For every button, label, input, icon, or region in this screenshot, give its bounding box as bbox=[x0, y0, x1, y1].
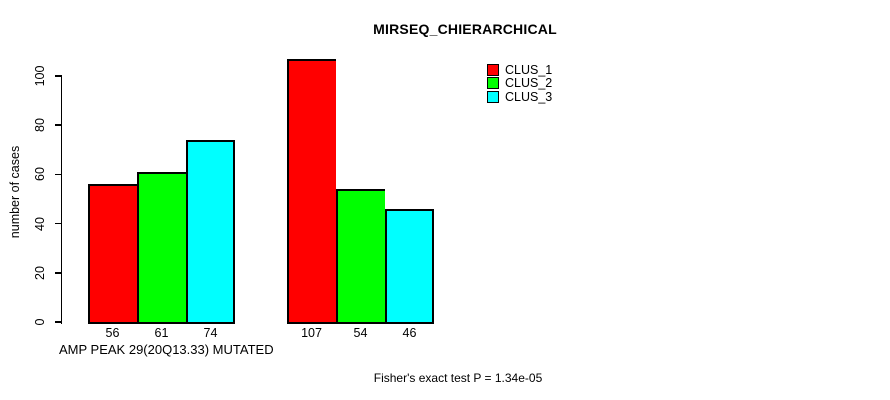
legend-label: CLUS_2 bbox=[505, 76, 553, 91]
y-tick-label-80: 80 bbox=[33, 118, 47, 133]
y-axis-label: number of cases bbox=[8, 145, 22, 239]
legend-swatch-icon bbox=[487, 90, 499, 103]
bar-clus_3-group1 bbox=[186, 140, 235, 324]
legend-item-clus_3: CLUS_3 bbox=[487, 90, 552, 104]
legend-item-clus_1: CLUS_1 bbox=[487, 63, 552, 77]
chart-title: MIRSEQ_CHIERARCHICAL bbox=[373, 21, 557, 37]
footnote-pvalue: Fisher's exact test P = 1.34e-05 bbox=[373, 371, 543, 385]
y-tick-100 bbox=[55, 75, 62, 77]
bar-value-label: 61 bbox=[154, 326, 169, 340]
legend-item-clus_2: CLUS_2 bbox=[487, 76, 553, 91]
bar-value-label: 107 bbox=[301, 326, 322, 340]
bar-value-label: 56 bbox=[105, 326, 120, 340]
legend-label: CLUS_1 bbox=[505, 62, 553, 77]
y-axis-line bbox=[60, 75, 62, 324]
bar-value-label: 74 bbox=[203, 326, 218, 340]
legend-swatch-icon bbox=[487, 63, 499, 76]
bar-clus_1-group1 bbox=[88, 184, 137, 324]
y-tick-40 bbox=[55, 222, 62, 225]
bar-value-label: 54 bbox=[353, 326, 368, 340]
y-tick-label-60: 60 bbox=[33, 167, 47, 182]
bar-clus_1-group2 bbox=[287, 59, 336, 324]
y-tick-label-20: 20 bbox=[33, 265, 47, 280]
y-tick-60 bbox=[55, 173, 62, 176]
y-tick-label-0: 0 bbox=[33, 318, 47, 326]
legend-label: CLUS_3 bbox=[505, 89, 553, 104]
y-tick-label-100: 100 bbox=[33, 65, 47, 87]
y-tick-0 bbox=[55, 321, 62, 323]
legend: CLUS_1 CLUS_2 CLUS_3 bbox=[487, 63, 552, 104]
x-axis-label: AMP PEAK 29(20Q13.33) MUTATED bbox=[59, 342, 274, 357]
bar-clus_2-group1 bbox=[137, 172, 186, 324]
y-tick-label-40: 40 bbox=[33, 216, 47, 231]
y-tick-20 bbox=[55, 272, 62, 274]
bar-clus_3-group2 bbox=[385, 209, 434, 324]
legend-swatch-icon bbox=[487, 77, 499, 90]
bar-clus_2-group2 bbox=[336, 189, 385, 324]
bar-value-label: 46 bbox=[402, 326, 417, 340]
y-tick-80 bbox=[55, 124, 62, 126]
